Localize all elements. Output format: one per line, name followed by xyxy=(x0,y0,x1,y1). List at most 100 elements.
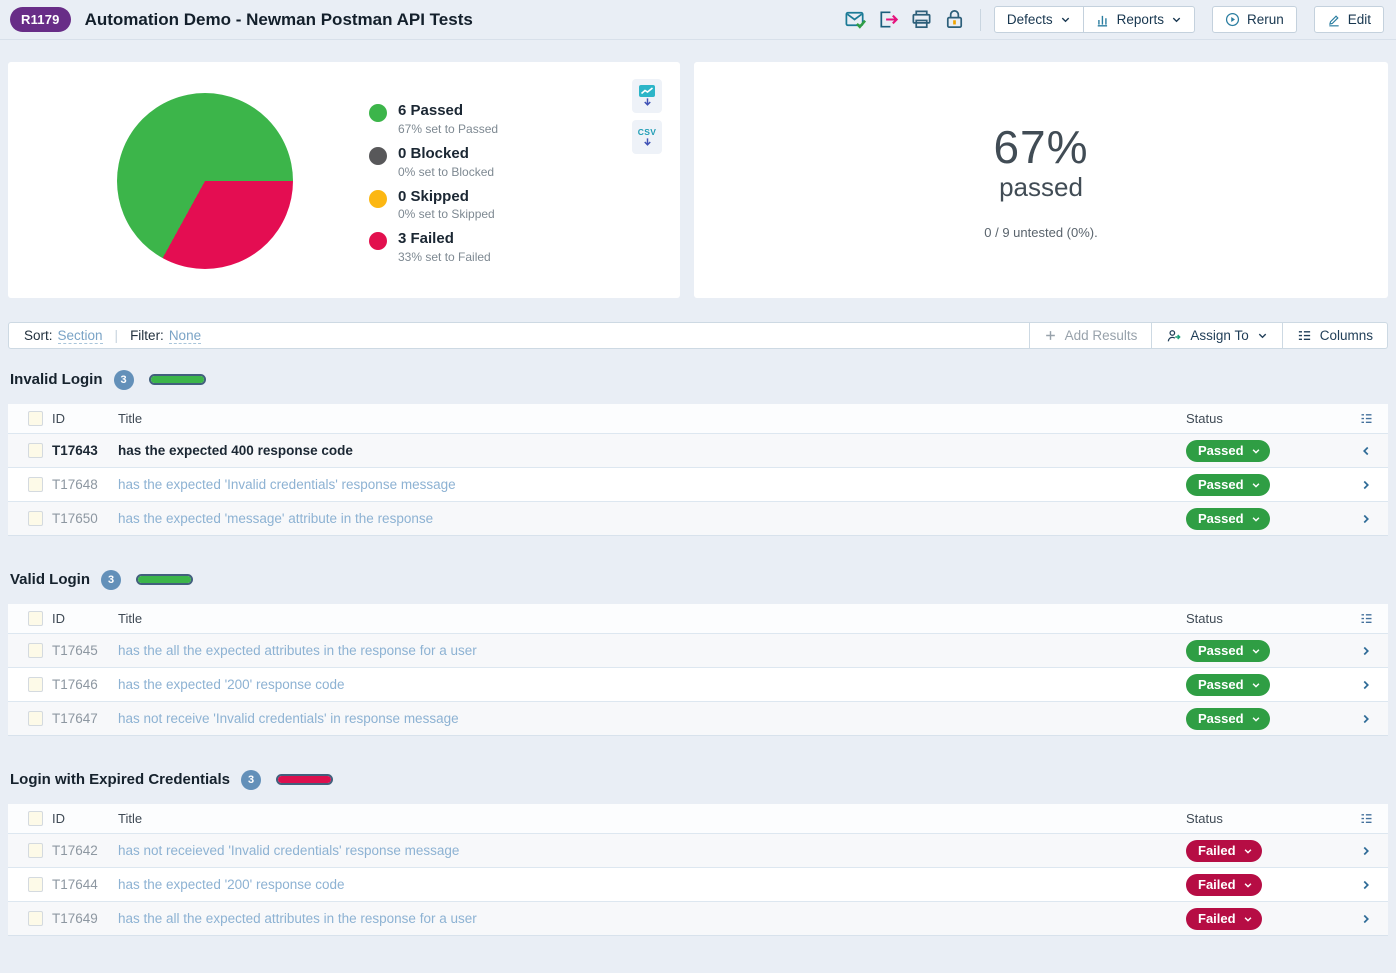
legend-label: 6 Passed xyxy=(398,102,464,119)
expand-row-icon[interactable] xyxy=(1359,912,1373,926)
section-title: Invalid Login xyxy=(10,371,103,388)
table-row[interactable]: T17649 has the all the expected attribut… xyxy=(8,901,1388,935)
table-row[interactable]: T17647 has not receive 'Invalid credenti… xyxy=(8,701,1388,735)
print-icon[interactable] xyxy=(910,8,934,32)
table-row[interactable]: T17646 has the expected '200' response c… xyxy=(8,667,1388,701)
table-row[interactable]: T17643 has the expected 400 response cod… xyxy=(8,433,1388,467)
expand-row-icon[interactable] xyxy=(1359,678,1373,692)
defects-label: Defects xyxy=(1006,12,1053,27)
csv-icon: CSV xyxy=(637,126,657,137)
row-checkbox[interactable] xyxy=(28,477,43,492)
table-row[interactable]: T17650 has the expected 'message' attrib… xyxy=(8,501,1388,535)
test-title-link[interactable]: has the expected '200' response code xyxy=(118,877,345,892)
status-badge[interactable]: Failed xyxy=(1186,873,1262,896)
test-id: T17650 xyxy=(52,511,98,526)
expand-row-icon[interactable] xyxy=(1359,512,1373,526)
status-badge[interactable]: Passed xyxy=(1186,639,1270,662)
status-badge[interactable]: Passed xyxy=(1186,439,1270,462)
expand-row-icon[interactable] xyxy=(1359,644,1373,658)
col-header-title: Title xyxy=(118,811,143,826)
status-badge[interactable]: Passed xyxy=(1186,473,1270,496)
pass-rate-card: 67% passed 0 / 9 untested (0%). xyxy=(694,62,1388,298)
status-badge[interactable]: Failed xyxy=(1186,907,1262,930)
test-title-link[interactable]: has the all the expected attributes in t… xyxy=(118,643,477,658)
sort-value-link[interactable]: Section xyxy=(57,327,103,344)
status-badge[interactable]: Failed xyxy=(1186,839,1262,862)
sort-label: Sort: xyxy=(24,328,53,343)
table-row[interactable]: T17644 has the expected '200' response c… xyxy=(8,867,1388,901)
assign-to-dropdown[interactable]: Assign To xyxy=(1151,322,1283,349)
row-checkbox[interactable] xyxy=(28,643,43,658)
row-checkbox[interactable] xyxy=(28,843,43,858)
row-checkbox[interactable] xyxy=(28,677,43,692)
expand-row-icon[interactable] xyxy=(1359,878,1373,892)
col-header-status: Status xyxy=(1186,811,1223,826)
section-valid-login: Valid Login 3 ID Title Status T17645 has… xyxy=(8,566,1388,736)
play-circle-icon xyxy=(1225,12,1240,27)
test-title-link[interactable]: has not receive 'Invalid credentials' in… xyxy=(118,711,459,726)
status-chart-card: 6 Passed 67% set to Passed 0 Blocked 0% se… xyxy=(8,62,680,298)
column-settings-icon[interactable] xyxy=(1359,611,1374,626)
failed-dot-icon xyxy=(369,232,387,251)
test-title-link[interactable]: has the expected 'message' attribute in … xyxy=(118,511,434,526)
expand-row-icon[interactable] xyxy=(1359,712,1373,726)
column-settings-icon[interactable] xyxy=(1359,811,1374,826)
legend-item-blocked: 0 Blocked 0% set to Blocked xyxy=(369,145,498,179)
table-row[interactable]: T17645 has the all the expected attribut… xyxy=(8,633,1388,667)
add-results-button[interactable]: Add Results xyxy=(1028,322,1153,349)
column-settings-icon[interactable] xyxy=(1359,411,1374,426)
legend-sub: 67% set to Passed xyxy=(398,121,499,136)
download-csv-button[interactable]: CSV xyxy=(632,120,662,154)
table-row[interactable]: T17642 has not receieved 'Invalid creden… xyxy=(8,833,1388,867)
collapse-row-icon[interactable] xyxy=(1359,444,1373,458)
status-label: Failed xyxy=(1198,911,1236,926)
table-row[interactable]: T17648 has the expected 'Invalid credent… xyxy=(8,467,1388,501)
chevron-down-icon xyxy=(1252,448,1259,454)
col-header-status: Status xyxy=(1186,611,1223,626)
status-label: Failed xyxy=(1198,843,1236,858)
reports-dropdown[interactable]: Reports xyxy=(1082,6,1195,33)
columns-button[interactable]: Columns xyxy=(1281,322,1388,349)
row-checkbox[interactable] xyxy=(28,911,43,926)
test-title-link[interactable]: has the all the expected attributes in t… xyxy=(118,911,477,926)
expand-row-icon[interactable] xyxy=(1359,478,1373,492)
status-pie-chart xyxy=(117,93,293,269)
select-all-checkbox[interactable] xyxy=(28,611,43,626)
status-badge[interactable]: Passed xyxy=(1186,673,1270,696)
export-icon[interactable] xyxy=(877,8,901,32)
status-badge[interactable]: Passed xyxy=(1186,707,1270,730)
plus-icon xyxy=(1045,331,1055,340)
legend-label: 3 Failed xyxy=(398,230,454,248)
row-checkbox[interactable] xyxy=(28,443,43,458)
row-checkbox[interactable] xyxy=(28,711,43,726)
rerun-button[interactable]: Rerun xyxy=(1211,6,1297,33)
download-arrow-icon xyxy=(643,97,651,106)
filter-value-link[interactable]: None xyxy=(168,327,202,344)
filter-label: Filter: xyxy=(130,328,164,343)
test-title-link[interactable]: has the expected 400 response code xyxy=(118,443,353,458)
legend-label: 0 Blocked xyxy=(398,144,469,162)
select-all-checkbox[interactable] xyxy=(28,811,43,826)
run-id-badge: R1179 xyxy=(10,7,71,32)
test-title-link[interactable]: has not receieved 'Invalid credentials' … xyxy=(118,843,460,858)
section-progress-bar xyxy=(148,374,206,385)
row-checkbox[interactable] xyxy=(28,877,43,892)
expand-row-icon[interactable] xyxy=(1359,844,1373,858)
lock-icon[interactable] xyxy=(943,8,967,32)
legend-item-skipped: 0 Skipped 0% set to Skipped xyxy=(369,188,498,221)
select-all-checkbox[interactable] xyxy=(28,411,43,426)
section-title: Login with Expired Credentials xyxy=(10,771,231,788)
rerun-label: Rerun xyxy=(1246,12,1284,27)
email-report-icon[interactable] xyxy=(844,8,868,32)
download-chart-image-button[interactable] xyxy=(632,79,662,113)
defects-dropdown[interactable]: Defects xyxy=(993,6,1084,33)
pass-percent-label: passed xyxy=(999,172,1083,202)
status-badge[interactable]: Passed xyxy=(1186,507,1270,530)
row-checkbox[interactable] xyxy=(28,511,43,526)
test-title-link[interactable]: has the expected '200' response code xyxy=(118,677,345,692)
test-title-link[interactable]: has the expected 'Invalid credentials' r… xyxy=(118,477,456,492)
edit-button[interactable]: Edit xyxy=(1313,6,1384,33)
page-title: Automation Demo - Newman Postman API Tes… xyxy=(84,9,473,29)
status-label: Passed xyxy=(1198,511,1244,526)
